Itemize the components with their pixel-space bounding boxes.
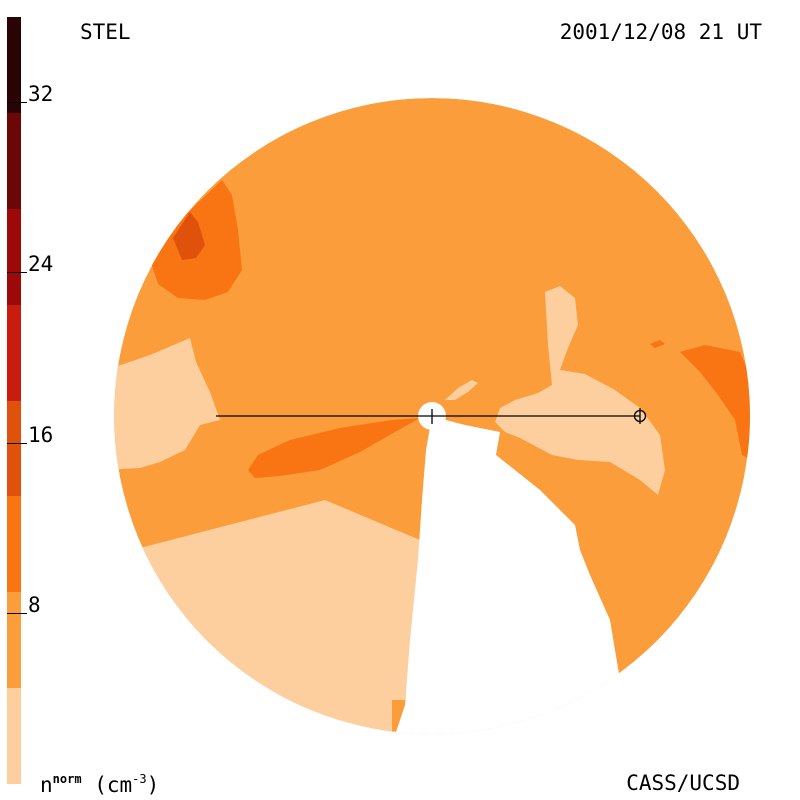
map-disk — [114, 98, 750, 734]
low-density-region-west — [114, 338, 220, 470]
colorbar-segment — [7, 304, 21, 401]
colorbar-tick-mark — [7, 443, 27, 444]
medium-density-region-east — [680, 345, 750, 460]
medium-density-streak — [248, 418, 420, 478]
units-symbol: n — [40, 773, 53, 797]
colorbar-tick-mark — [7, 272, 27, 273]
data-gap-region — [395, 416, 620, 734]
colorbar-tick-mark — [7, 102, 27, 103]
units-label: nnorm (cm-3) — [40, 773, 159, 796]
colorbar-segment — [7, 687, 21, 784]
high-density-core-northwest — [173, 212, 205, 260]
colorbar-tick-label: 32 — [28, 82, 54, 106]
colorbar-segment — [7, 112, 21, 209]
colorbar-segment — [7, 591, 21, 688]
low-density-wisp — [445, 380, 478, 400]
timestamp-label: 2001/12/08 21 UT — [559, 20, 762, 44]
colorbar — [7, 17, 21, 784]
colorbar-segment — [7, 400, 21, 497]
colorbar-segment — [7, 495, 21, 592]
colorbar-tick-label: 16 — [28, 423, 54, 447]
units-unit: (cm — [94, 773, 133, 797]
low-density-region-east — [495, 286, 665, 495]
colorbar-tick-label: 8 — [28, 593, 41, 617]
medium-density-fleck — [650, 340, 665, 348]
colorbar-segment — [7, 208, 21, 305]
colorbar-tick-mark — [7, 613, 27, 614]
units-power: -3 — [132, 772, 147, 786]
units-close: ) — [146, 773, 160, 797]
credit-label: CASS/UCSD — [626, 771, 740, 795]
colorbar-tick-label: 24 — [28, 252, 54, 276]
units-superscript: norm — [52, 772, 82, 786]
colorbar-segment — [7, 17, 21, 114]
instrument-label: STEL — [80, 20, 131, 44]
